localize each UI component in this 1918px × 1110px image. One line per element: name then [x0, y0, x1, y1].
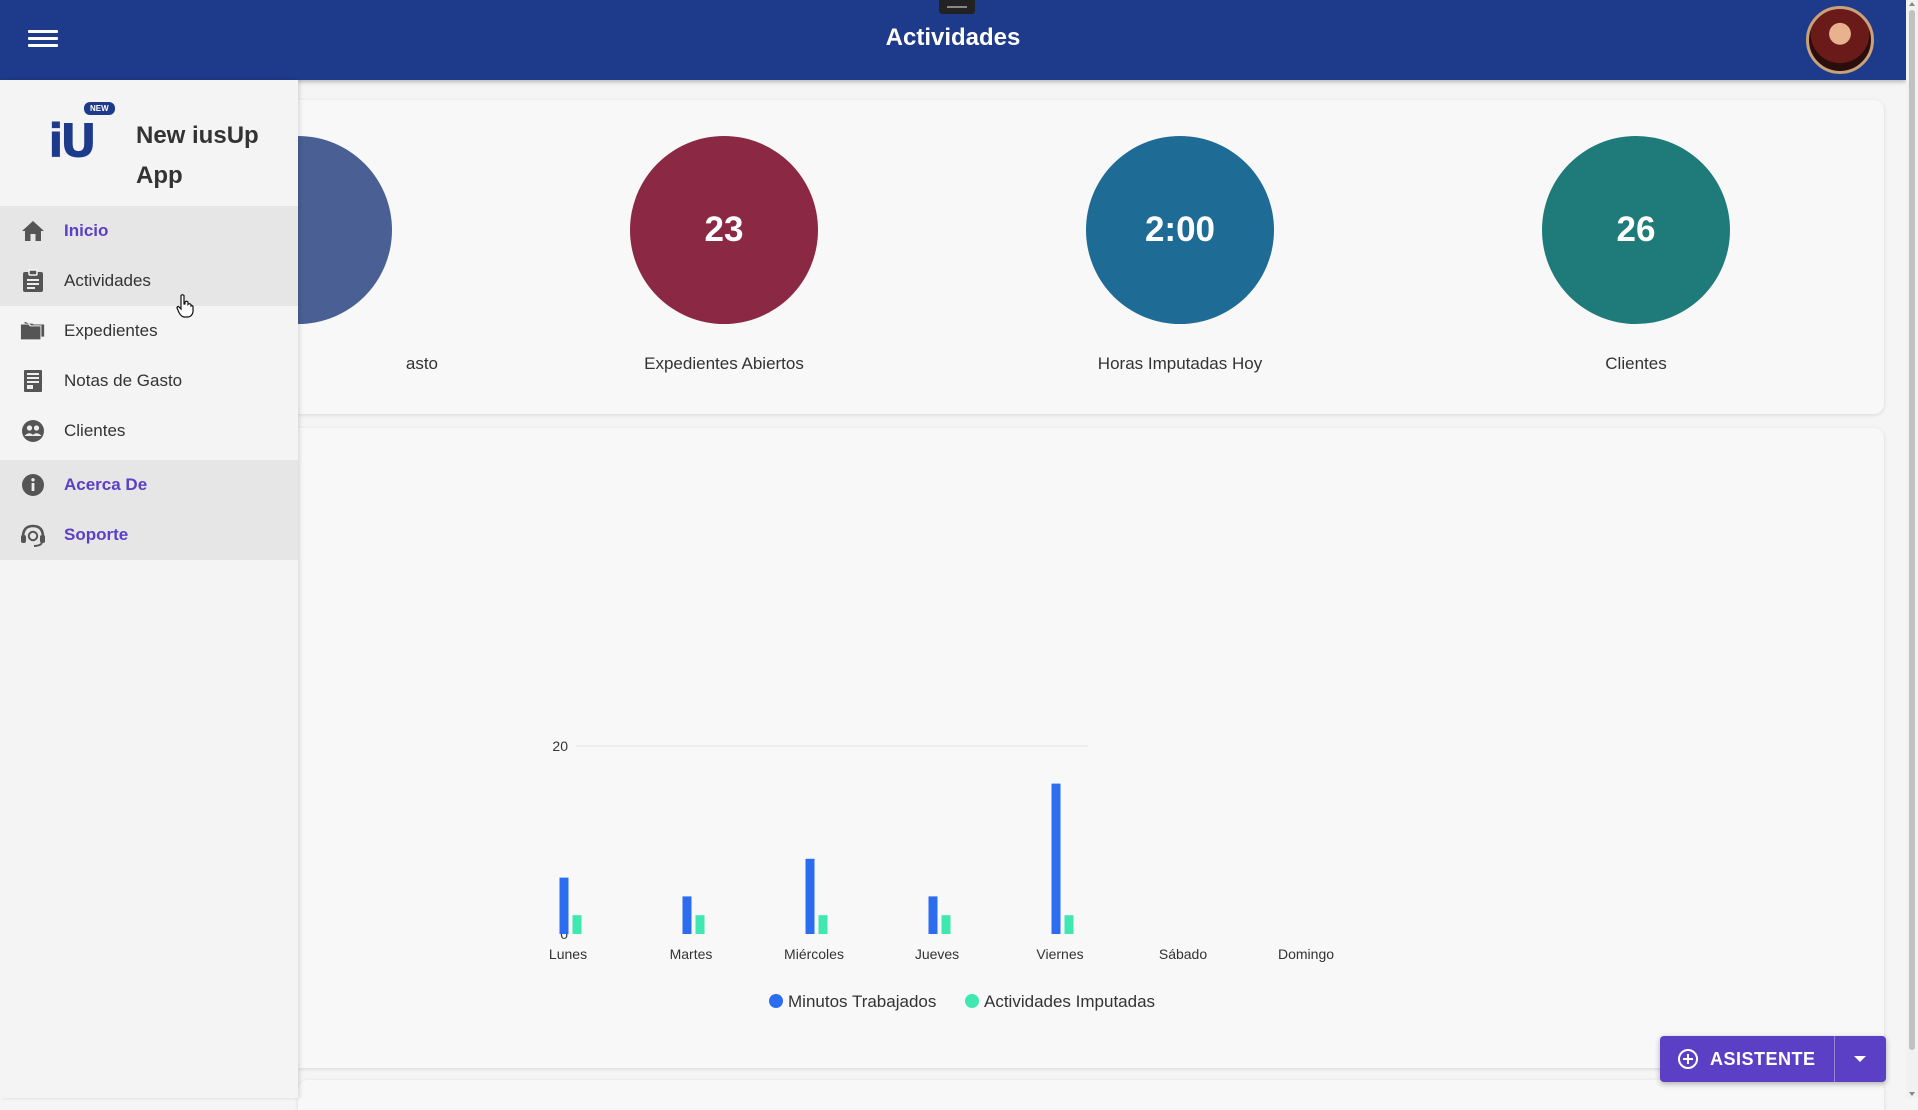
page-scrollbar[interactable] [1906, 0, 1918, 1098]
sidebar-item-expedientes[interactable]: Expedientes [0, 306, 298, 356]
sidebar-item-acerca-de[interactable]: Acerca De [0, 460, 298, 510]
sidebar-item-inicio[interactable]: Inicio [0, 206, 298, 256]
asistente-label: ASISTENTE [1710, 1048, 1816, 1069]
y-tick-label: 20 [552, 738, 568, 754]
stat-expedientes-abiertos[interactable]: 23 Expedientes Abiertos [564, 136, 884, 374]
sidebar-nav: Inicio Actividades Expedientes Notas de … [0, 206, 298, 560]
stats-card: asto 23 Expedientes Abiertos 2:00 Horas … [298, 100, 1884, 414]
asistente-button[interactable]: ASISTENTE [1660, 1036, 1835, 1082]
sidebar-item-actividades[interactable]: Actividades [0, 256, 298, 306]
stat-label: asto [405, 354, 438, 373]
legend-label: Minutos Trabajados [788, 992, 936, 1011]
sidebar-item-notas-gasto[interactable]: Notas de Gasto [0, 356, 298, 406]
home-icon [20, 218, 46, 244]
sidebar-item-label: Actividades [64, 271, 151, 290]
x-tick-label: Martes [670, 946, 713, 962]
sidebar-item-label: Notas de Gasto [64, 371, 183, 390]
x-tick-label: Jueves [915, 946, 959, 962]
menu-icon[interactable] [28, 26, 58, 52]
sidebar: iU NEW New iusUp App Inicio Actividades … [0, 80, 298, 1098]
stat-horas-imputadas[interactable]: 2:00 Horas Imputadas Hoy [1020, 136, 1340, 374]
sidebar-item-label: Expedientes [64, 321, 158, 340]
page-title: Actividades [885, 24, 1021, 51]
user-avatar[interactable] [1806, 6, 1874, 74]
receipt-icon [20, 368, 46, 394]
weekly-activity-chart: 020LunesMartesMiércolesJuevesViernesSába… [549, 738, 1334, 1011]
x-tick-label: Miércoles [784, 946, 844, 962]
legend-label: Actividades Imputadas [984, 992, 1155, 1011]
legend-swatch [965, 994, 979, 1008]
x-tick-label: Lunes [549, 946, 587, 962]
brand: iU NEW New iusUp App [48, 100, 288, 190]
bar-actividades [572, 915, 582, 934]
sidebar-item-label: Soporte [64, 525, 129, 544]
scroll-up-icon[interactable] [1909, 2, 1915, 6]
x-tick-label: Viernes [1036, 946, 1083, 962]
stat-notas-gasto[interactable]: asto [298, 136, 458, 374]
hand-cursor-icon [176, 294, 194, 323]
stat-circle: 23 [630, 136, 818, 324]
legend-swatch [769, 994, 783, 1008]
stat-clientes[interactable]: 26 Clientes [1476, 136, 1796, 374]
stat-label: Clientes [1605, 354, 1667, 373]
chart-card: 020LunesMartesMiércolesJuevesViernesSába… [298, 428, 1884, 1068]
bar-actividades [695, 915, 705, 934]
stat-circle: 26 [1542, 136, 1730, 324]
new-badge: NEW [84, 102, 115, 115]
sidebar-item-soporte[interactable]: Soporte [0, 510, 298, 560]
bar-minutos [805, 858, 815, 934]
x-tick-label: Domingo [1278, 946, 1334, 962]
bar-minutos [559, 877, 569, 934]
next-card [298, 1080, 1884, 1110]
brand-logo: iU NEW [48, 100, 118, 168]
stat-label: Expedientes Abiertos [644, 354, 804, 373]
bar-actividades [818, 915, 828, 934]
asistente-split-button: ASISTENTE [1660, 1036, 1886, 1082]
stat-label: Horas Imputadas Hoy [1097, 354, 1263, 373]
sidebar-item-clientes[interactable]: Clientes [0, 406, 298, 456]
info-icon [20, 472, 46, 498]
scrollbar-thumb[interactable] [1909, 10, 1915, 1050]
folders-icon [20, 318, 46, 344]
add-circle-icon [1678, 1049, 1698, 1069]
bar-actividades [1064, 915, 1074, 934]
asistente-dropdown-button[interactable] [1835, 1036, 1886, 1082]
clipboard-icon [20, 268, 46, 294]
sidebar-item-label: Inicio [64, 221, 109, 240]
app-name: New iusUp App [136, 122, 259, 189]
window-handle [939, 0, 975, 14]
bar-minutos [1051, 783, 1061, 934]
bar-minutos [682, 896, 692, 934]
x-tick-label: Sábado [1159, 946, 1207, 962]
caret-down-icon [1854, 1056, 1867, 1062]
app-bar: Actividades [0, 0, 1906, 80]
support-icon [20, 522, 46, 548]
stat-circle: 2:00 [1086, 136, 1274, 324]
sidebar-item-label: Clientes [64, 421, 126, 440]
clients-icon [20, 418, 46, 444]
bar-actividades [941, 915, 951, 934]
sidebar-item-label: Acerca De [64, 475, 148, 494]
bar-minutos [928, 896, 938, 934]
stat-circle [298, 136, 392, 324]
scroll-down-icon[interactable] [1909, 1092, 1915, 1096]
